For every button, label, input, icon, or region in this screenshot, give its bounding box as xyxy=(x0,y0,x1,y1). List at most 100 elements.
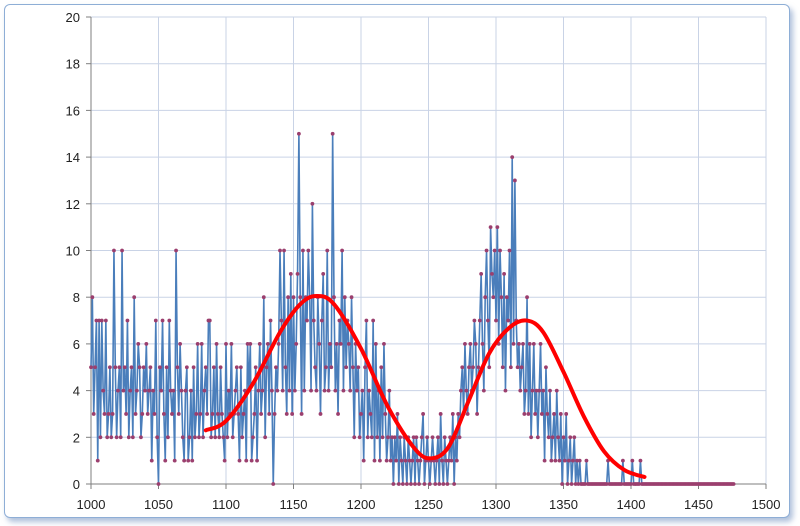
data-point xyxy=(454,458,459,463)
data-point xyxy=(391,482,396,486)
data-point xyxy=(260,388,265,393)
data-point xyxy=(112,248,116,253)
data-point xyxy=(187,435,192,440)
data-point xyxy=(267,412,272,416)
data-point xyxy=(342,295,347,300)
data-point xyxy=(384,458,389,463)
data-point xyxy=(468,342,473,346)
data-point xyxy=(103,318,108,323)
data-point xyxy=(346,342,351,346)
data-point xyxy=(530,388,535,393)
data-point xyxy=(526,412,531,416)
data-point xyxy=(268,318,273,323)
data-point xyxy=(484,248,489,253)
y-tick-label: 10 xyxy=(66,244,80,259)
data-point xyxy=(465,412,470,416)
data-point xyxy=(394,458,398,463)
data-point xyxy=(140,412,145,416)
data-point xyxy=(236,412,241,416)
data-point xyxy=(372,458,377,463)
data-point xyxy=(329,365,334,370)
data-point xyxy=(425,435,430,440)
data-point xyxy=(191,365,196,370)
x-tick-label: 1100 xyxy=(212,497,240,512)
data-point xyxy=(573,482,578,486)
data-point xyxy=(564,412,569,416)
data-point xyxy=(507,248,512,253)
data-point xyxy=(387,388,392,393)
data-point xyxy=(255,458,259,463)
data-point xyxy=(326,388,331,393)
data-point xyxy=(629,482,633,486)
data-point xyxy=(135,388,139,393)
data-point xyxy=(290,412,295,416)
data-point xyxy=(253,365,258,370)
x-tick-label: 1250 xyxy=(414,497,443,512)
data-point xyxy=(549,458,554,463)
data-point xyxy=(638,458,643,463)
data-point xyxy=(313,365,317,370)
data-point xyxy=(105,435,110,440)
data-point xyxy=(411,435,416,440)
data-point xyxy=(309,388,313,393)
data-point xyxy=(249,458,254,463)
data-point xyxy=(198,412,203,416)
data-point xyxy=(456,412,461,416)
data-point xyxy=(367,388,371,393)
data-point xyxy=(265,342,270,346)
data-point xyxy=(291,295,296,300)
y-tick-label: 4 xyxy=(73,384,80,399)
data-point xyxy=(503,388,508,393)
data-point xyxy=(139,435,143,440)
data-point xyxy=(359,412,363,416)
data-point xyxy=(114,435,119,440)
data-point xyxy=(523,388,528,393)
data-point xyxy=(264,365,269,370)
data-point xyxy=(572,435,577,440)
data-point xyxy=(577,458,582,463)
data-point xyxy=(310,201,315,206)
data-point xyxy=(521,342,525,346)
data-point xyxy=(126,435,131,440)
data-point xyxy=(297,131,301,136)
data-point xyxy=(194,412,199,416)
data-point xyxy=(486,318,490,323)
data-point xyxy=(338,342,343,346)
data-point xyxy=(120,248,124,253)
data-point xyxy=(148,365,153,370)
data-point xyxy=(248,342,253,346)
data-point xyxy=(395,412,400,416)
data-point xyxy=(567,458,571,463)
data-point xyxy=(483,295,488,300)
data-point xyxy=(259,412,263,416)
data-point xyxy=(410,458,415,463)
data-point xyxy=(330,131,335,136)
data-point xyxy=(463,342,467,346)
data-point xyxy=(144,342,149,346)
data-point xyxy=(421,412,425,416)
data-point xyxy=(568,435,573,440)
data-point xyxy=(94,318,99,323)
data-point xyxy=(222,458,227,463)
data-point xyxy=(195,342,200,346)
y-tick-label: 2 xyxy=(73,430,80,445)
data-point xyxy=(193,435,197,440)
data-point xyxy=(571,458,575,463)
data-point xyxy=(441,482,446,486)
data-point xyxy=(407,458,412,463)
data-point xyxy=(630,458,635,463)
data-point xyxy=(535,435,540,440)
data-point xyxy=(464,388,469,393)
data-point xyxy=(221,435,226,440)
x-tick-label: 1200 xyxy=(347,497,376,512)
data-point xyxy=(174,248,178,253)
data-point xyxy=(472,318,477,323)
data-point xyxy=(506,318,511,323)
data-point xyxy=(133,412,138,416)
data-point xyxy=(314,388,319,393)
data-point xyxy=(179,388,184,393)
data-point xyxy=(190,458,195,463)
data-point xyxy=(199,342,204,346)
data-point xyxy=(270,388,274,393)
data-point xyxy=(553,458,558,463)
